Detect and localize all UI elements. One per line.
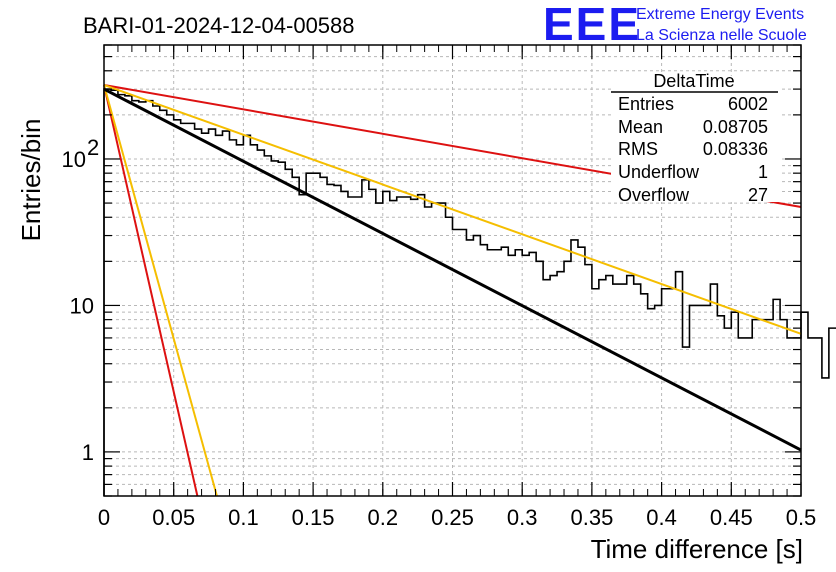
y-tick-exponent: 2 <box>87 135 99 160</box>
eee-logo-line2: La Scienza nelle Scuole <box>636 27 807 44</box>
x-tick-label: 0.25 <box>431 505 474 530</box>
y-tick-label: 10 <box>62 147 86 172</box>
fit-line <box>103 87 802 452</box>
plot-title: BARI-01-2024-12-04-00588 <box>83 13 355 38</box>
y-axis-label: Entries/bin <box>16 119 46 242</box>
stats-name: DeltaTime <box>653 71 734 91</box>
stats-box-background <box>611 76 779 202</box>
grid-lines <box>103 44 802 497</box>
stats-label-entries: Entries <box>618 94 674 114</box>
stats-label-mean: Mean <box>618 117 663 137</box>
stats-value-underflow: 1 <box>758 162 768 182</box>
y-tick-label: 10 <box>70 293 94 318</box>
x-tick-label: 0.4 <box>646 505 677 530</box>
eee-logo-line1: Extreme Energy Events <box>636 6 804 23</box>
bound-line-upper-mid <box>103 84 802 335</box>
bound-line-lower-mid <box>103 84 218 497</box>
x-axis-label: Time difference [s] <box>591 534 803 564</box>
x-tick-label: 0.3 <box>507 505 538 530</box>
x-tick-label: 0.15 <box>292 505 335 530</box>
x-tick-label: 0 <box>98 505 110 530</box>
stats-label-rms: RMS <box>618 139 658 159</box>
bound-line-lower-steep <box>103 84 199 497</box>
stats-value-entries: 6002 <box>728 94 768 114</box>
histogram-bars <box>103 88 836 496</box>
eee-logo: EEE Extreme Energy Events La Scienza nel… <box>543 0 807 50</box>
x-tick-label: 0.1 <box>228 505 259 530</box>
stats-value-overflow: 27 <box>748 185 768 205</box>
x-tick-label: 0.35 <box>570 505 613 530</box>
stats-label-overflow: Overflow <box>618 185 690 205</box>
y-tick-label: 1 <box>82 440 94 465</box>
stats-value-rms: 0.08336 <box>703 139 768 159</box>
curves <box>103 84 802 497</box>
x-tick-label: 0.45 <box>710 505 753 530</box>
x-tick-label: 0.5 <box>786 505 817 530</box>
stats-label-underflow: Underflow <box>618 162 700 182</box>
histogram-outline <box>103 88 836 496</box>
eee-logo-text: EEE <box>543 0 641 50</box>
stats-value-mean: 0.08705 <box>703 117 768 137</box>
axis-ticks: 0 0.05 0.1 0.15 0.2 0.25 0.3 0.35 0.4 0.45 0.5 1 10 1… <box>62 44 817 530</box>
stats-box: DeltaTime Entries 6002 Mean 0.08705 RMS … <box>611 71 779 205</box>
x-tick-label: 0.05 <box>152 505 195 530</box>
x-tick-label: 0.2 <box>368 505 399 530</box>
